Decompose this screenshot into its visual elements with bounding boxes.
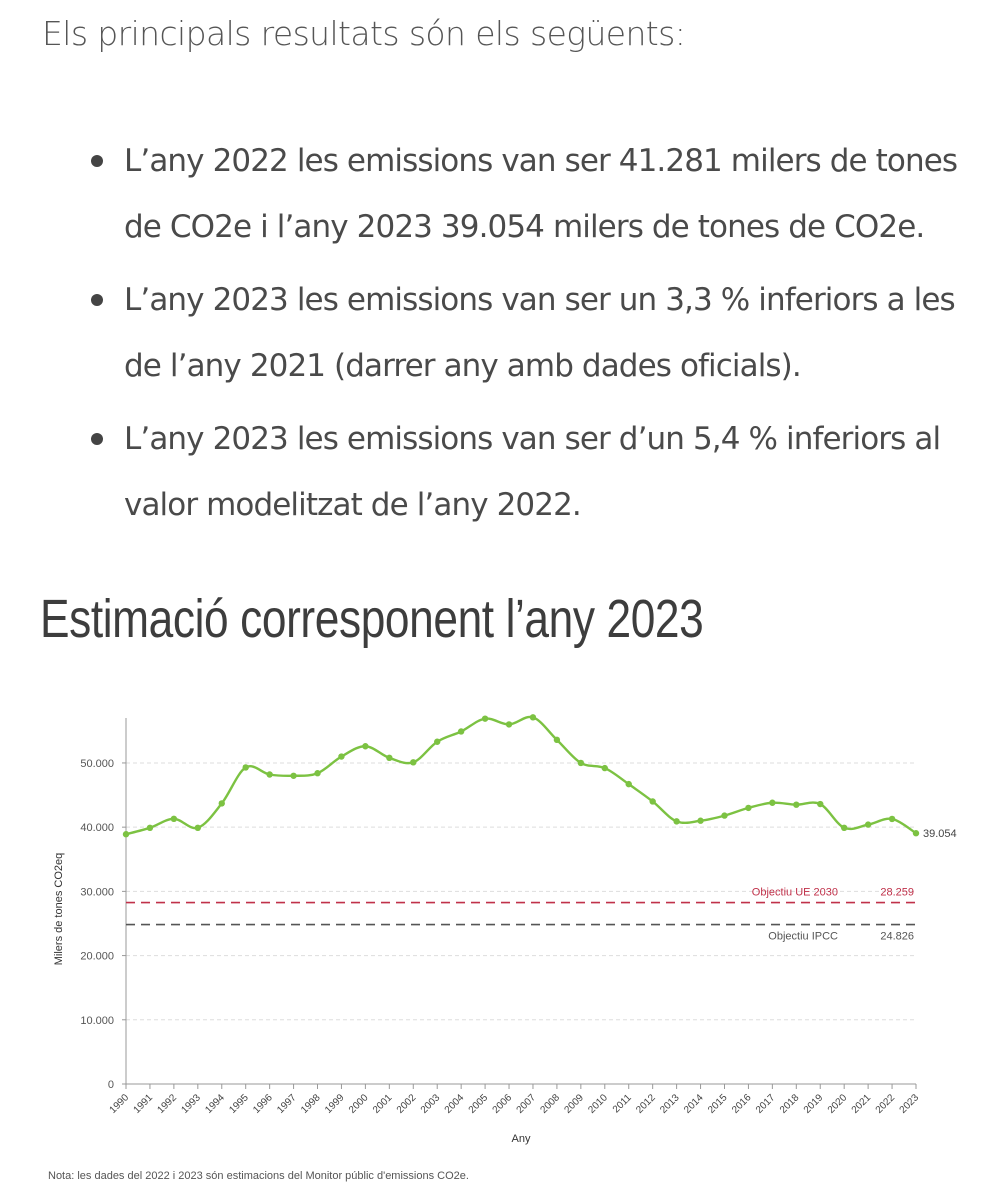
- y-tick-label: 0: [108, 1079, 114, 1091]
- data-point: [410, 759, 417, 766]
- x-tick-label: 1994: [203, 1092, 227, 1116]
- bullet-icon: [91, 294, 103, 306]
- data-point: [242, 764, 249, 771]
- data-point: [601, 764, 608, 772]
- x-tick-label: 1998: [299, 1092, 323, 1116]
- x-tick-label: 2005: [467, 1092, 491, 1116]
- x-tick-label: 2020: [826, 1092, 850, 1116]
- data-point: [888, 815, 896, 823]
- data-point: [122, 831, 130, 838]
- data-point: [721, 812, 728, 819]
- x-tick-label: 2000: [347, 1092, 371, 1116]
- x-tick-label: 2018: [778, 1092, 802, 1116]
- x-tick-label: 2010: [586, 1092, 610, 1116]
- data-point: [840, 824, 848, 831]
- list-item-text: L’any 2023 les emissions van ser un 3,3 …: [124, 282, 956, 384]
- x-tick-label: 2002: [395, 1092, 419, 1116]
- data-point: [314, 770, 321, 777]
- data-point: [266, 771, 273, 778]
- data-point: [625, 780, 632, 788]
- x-tick-label: 2023: [898, 1092, 922, 1116]
- x-tick-label: 2015: [706, 1092, 730, 1116]
- data-point: [218, 800, 225, 807]
- bullet-icon: [91, 433, 103, 445]
- data-point: [386, 754, 393, 762]
- results-list: L’any 2022 les emissions van ser 41.281 …: [91, 128, 984, 545]
- data-point: [673, 818, 680, 825]
- reference-line-label: Objectiu UE 2030: [752, 887, 838, 899]
- x-tick-label: 2009: [562, 1092, 586, 1116]
- data-point: [817, 800, 824, 808]
- x-tick-label: 2006: [491, 1092, 515, 1116]
- data-point: [864, 821, 872, 828]
- x-tick-label: 2016: [730, 1092, 754, 1116]
- x-axis-title: Any: [512, 1133, 531, 1145]
- reference-line-label: Objectiu IPCC: [768, 931, 838, 943]
- x-tick-label: 1995: [227, 1092, 251, 1116]
- x-tick-label: 2022: [874, 1092, 898, 1116]
- x-tick-label: 2011: [611, 1092, 634, 1115]
- x-tick-label: 2003: [419, 1092, 443, 1116]
- x-tick-label: 2019: [802, 1092, 826, 1116]
- x-tick-label: 2013: [658, 1092, 682, 1116]
- y-tick-label: 40.000: [80, 822, 114, 834]
- list-item: L’any 2022 les emissions van ser 41.281 …: [91, 128, 984, 260]
- x-tick-label: 1996: [251, 1092, 275, 1116]
- intro-text: Els principals resultats són els següent…: [42, 14, 686, 53]
- data-point: [146, 824, 154, 831]
- data-point: [170, 815, 178, 823]
- x-tick-label: 2012: [634, 1092, 658, 1116]
- data-point: [697, 817, 704, 824]
- y-tick-label: 10.000: [80, 1015, 114, 1027]
- data-point: [793, 801, 800, 808]
- x-tick-label: 1999: [323, 1092, 347, 1116]
- data-point: [912, 830, 920, 837]
- y-tick-label: 30.000: [80, 886, 114, 898]
- x-tick-label: 2017: [754, 1092, 778, 1116]
- y-axis-title: Milers de tones CO2eq: [53, 853, 65, 966]
- bullet-icon: [91, 155, 103, 167]
- x-tick-label: 2014: [682, 1092, 706, 1116]
- end-value-label: 39.054: [923, 828, 957, 840]
- x-tick-label: 2007: [515, 1092, 539, 1116]
- y-tick-label: 50.000: [80, 758, 114, 770]
- cut-off-heading: [42, 1191, 292, 1203]
- reference-line-value: 28.259: [880, 887, 914, 899]
- data-point: [553, 736, 561, 744]
- data-point: [529, 714, 537, 721]
- data-point: [457, 728, 465, 735]
- data-point: [362, 743, 369, 750]
- data-point: [481, 715, 489, 722]
- chart-note: Nota: les dades del 2022 i 2023 són esti…: [48, 1170, 469, 1182]
- x-tick-label: 2001: [371, 1092, 395, 1116]
- data-point: [290, 772, 297, 779]
- data-point: [505, 721, 513, 728]
- x-tick-label: 2021: [850, 1092, 874, 1116]
- list-item: L’any 2023 les emissions van ser d’un 5,…: [91, 406, 984, 538]
- data-point: [194, 824, 202, 831]
- series-line: [125, 715, 917, 836]
- x-tick-label: 1990: [108, 1092, 132, 1116]
- x-tick-label: 1997: [275, 1092, 299, 1116]
- section-heading: Estimació corresponent l’any 2023: [40, 589, 704, 649]
- data-point: [434, 738, 441, 745]
- x-tick-label: 1993: [179, 1092, 203, 1116]
- reference-line-value: 24.826: [880, 931, 914, 943]
- x-tick-label: 1991: [132, 1092, 156, 1116]
- list-item: L’any 2023 les emissions van ser un 3,3 …: [91, 267, 984, 399]
- data-point: [577, 759, 585, 767]
- x-tick-label: 1992: [155, 1092, 179, 1116]
- data-point: [745, 804, 752, 812]
- data-point: [769, 799, 776, 806]
- list-item-text: L’any 2023 les emissions van ser d’un 5,…: [124, 421, 941, 523]
- x-tick-label: 2004: [443, 1092, 467, 1116]
- y-tick-label: 20.000: [80, 951, 114, 963]
- data-point: [649, 798, 656, 805]
- list-item-text: L’any 2022 les emissions van ser 41.281 …: [124, 143, 958, 245]
- data-point: [338, 753, 345, 760]
- x-tick-label: 2008: [539, 1092, 563, 1116]
